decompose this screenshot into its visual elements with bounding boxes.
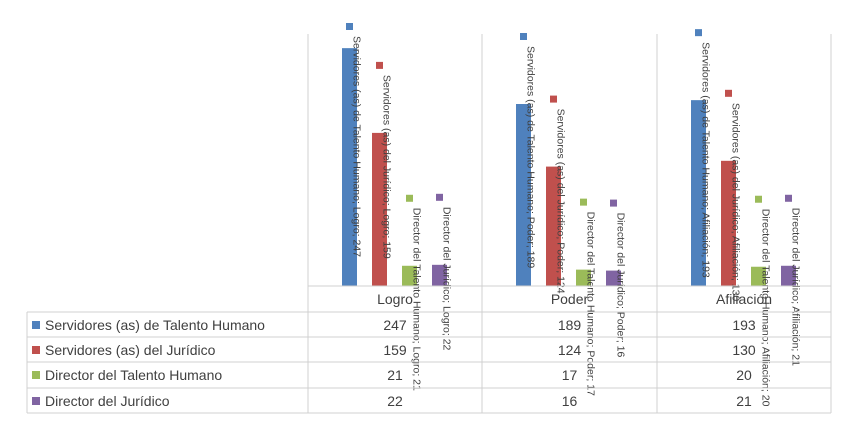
data-labels: Servidores (as) de Talento Humano; Logro… (346, 23, 802, 407)
data-label-key (785, 194, 792, 202)
data-label-key (610, 199, 617, 207)
data-label-key (580, 198, 587, 206)
table-cell-value: 20 (736, 367, 752, 383)
data-label: Servidores (as) del Jurídico; Poder; 124 (555, 109, 567, 294)
data-label-key (725, 89, 732, 97)
legend-swatch (32, 321, 40, 329)
legend-entry: Servidores (as) de Talento Humano (45, 317, 265, 333)
table-cell-value: 159 (383, 342, 407, 358)
data-table: Logro Poder Afiliación Servidores (as) de T… (26, 285, 832, 414)
table-cell-value: 193 (732, 317, 756, 333)
bar (342, 48, 357, 286)
data-label: Director del Jurídico; Afiliación; 21 (790, 208, 802, 366)
bar (691, 100, 706, 286)
table-cell-value: 189 (558, 317, 582, 333)
data-label-key (376, 61, 383, 69)
bar (576, 269, 591, 286)
data-label-key (436, 193, 443, 201)
bar (516, 104, 531, 286)
data-label: Director del Jurídico; Logro; 22 (441, 207, 453, 351)
data-label-key (346, 23, 353, 30)
data-label: Director del Talento Humano; Logro; 21 (411, 208, 423, 391)
legend-swatch (32, 397, 40, 405)
bar (372, 132, 387, 286)
bar (721, 160, 736, 286)
data-label-key (755, 195, 762, 203)
category-label: Poder (551, 291, 589, 307)
table-cell-value: 17 (562, 367, 578, 383)
data-label: Servidores (as) del Jurídico; Afiliación… (730, 103, 742, 302)
bar (781, 265, 796, 286)
bars (342, 48, 796, 286)
data-label: Director del Talento Humano; Afiliación;… (760, 209, 772, 407)
category-label: Logro (377, 291, 413, 307)
table-cell-value: 22 (387, 393, 403, 409)
bar (546, 166, 561, 286)
legend-entry: Director del Talento Humano (45, 367, 222, 383)
bar (751, 266, 766, 286)
data-label: Servidores (as) de Talento Humano; Poder… (525, 46, 537, 268)
bar (402, 265, 417, 286)
legend-entry: Director del Jurídico (45, 393, 170, 409)
data-label-key (695, 29, 702, 37)
table-cell-value: 247 (383, 317, 407, 333)
data-label: Director del Jurídico; Poder; 16 (615, 213, 627, 358)
bar (606, 270, 621, 286)
data-label-key (520, 33, 527, 40)
table-cell-value: 21 (736, 393, 752, 409)
legend-swatch (32, 371, 40, 379)
table-cell-value: 130 (732, 342, 756, 358)
table-cell-value: 16 (562, 393, 578, 409)
data-label: Servidores (as) del Jurídico; Logro; 159 (381, 75, 393, 259)
table-cell-value: 21 (387, 367, 403, 383)
data-label: Servidores (as) de Talento Humano; Logro… (351, 36, 363, 257)
data-label: Servidores (as) de Talento Humano; Afili… (700, 42, 712, 278)
data-label-key (550, 95, 557, 103)
legend-swatch (32, 346, 40, 354)
data-label: Director del Talento Humano; Poder; 17 (585, 212, 597, 396)
data-label-key (406, 194, 413, 202)
table-cell-value: 124 (558, 342, 582, 358)
legend-entry: Servidores (as) del Jurídico (45, 342, 216, 358)
category-label: Afiliación (716, 291, 772, 307)
bar (432, 264, 447, 286)
grid-lines (307, 34, 832, 286)
